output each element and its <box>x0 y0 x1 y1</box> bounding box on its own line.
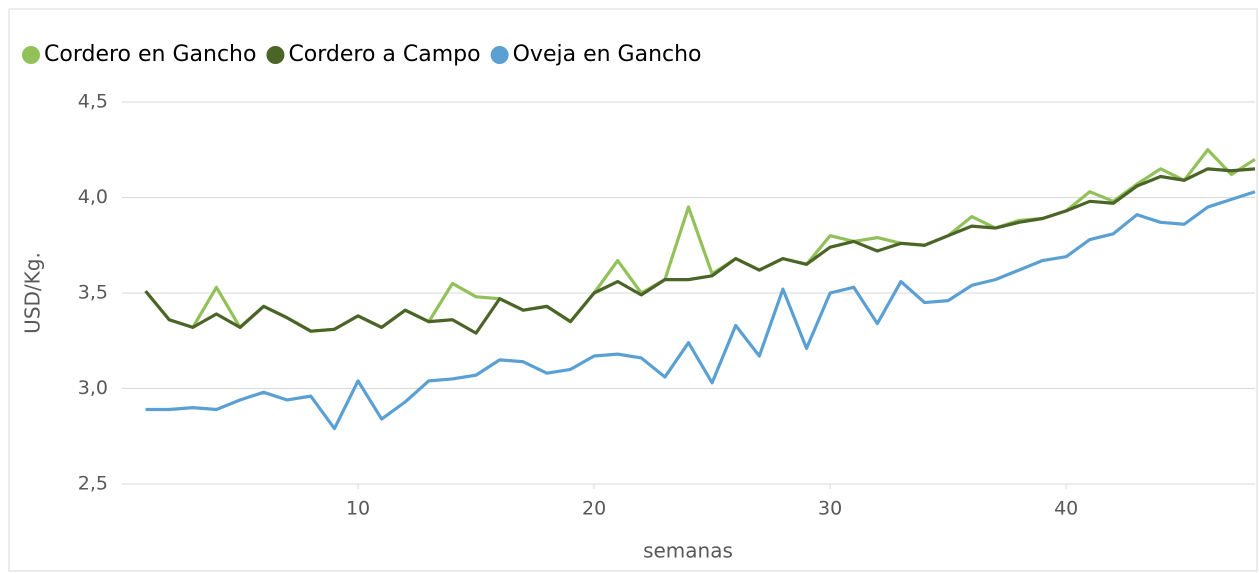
chart-border <box>8 8 1258 572</box>
legend-marker <box>490 46 509 64</box>
series-line <box>145 190 1256 431</box>
x-axis-title: semanas <box>643 539 733 563</box>
y-axis-title: USD/Kg. <box>21 252 45 334</box>
series-line <box>144 167 1256 335</box>
y-tick-label: 4,0 <box>78 186 108 208</box>
x-tick-label: 20 <box>582 498 606 520</box>
x-tick-label: 30 <box>818 498 842 520</box>
y-tick-label: 3,0 <box>78 377 108 399</box>
y-tick-label: 3,5 <box>78 282 108 304</box>
legend-marker <box>266 46 285 64</box>
legend-label: Cordero en Gancho <box>44 42 256 67</box>
legend-label: Cordero a Campo <box>288 42 480 67</box>
y-tick-label: 2,5 <box>78 473 108 495</box>
legend-marker <box>22 46 40 64</box>
y-tick-label: 4,5 <box>78 91 108 113</box>
x-tick-label: 40 <box>1054 498 1078 520</box>
x-tick-label: 10 <box>346 498 370 520</box>
legend-label: Oveja en Gancho <box>513 42 702 67</box>
